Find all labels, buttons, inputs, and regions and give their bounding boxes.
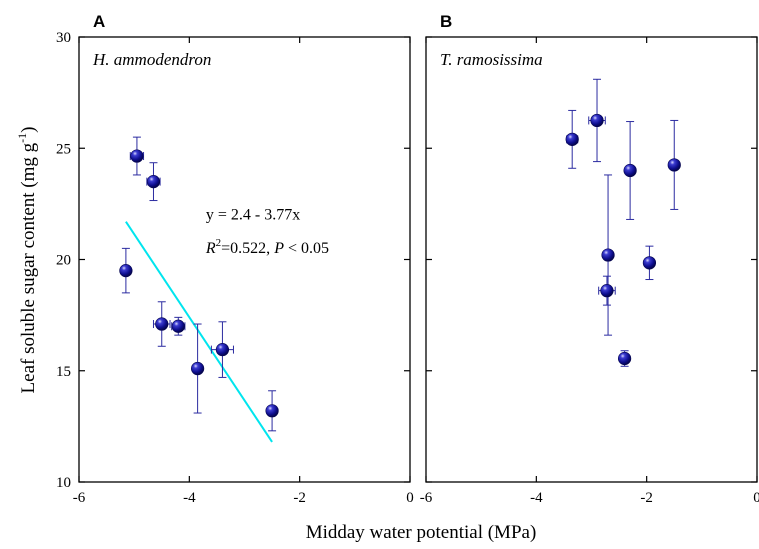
y-tick-label: 30	[56, 30, 71, 46]
marker	[565, 132, 579, 146]
plot-frame	[78, 36, 411, 483]
x-tick-label: 0	[406, 490, 414, 506]
marker	[642, 256, 657, 270]
plot-frame	[425, 36, 758, 483]
marker	[215, 343, 230, 357]
y-tick-label: 25	[56, 141, 71, 157]
y-axis-title-sup: -1	[15, 133, 29, 143]
marker	[265, 404, 279, 418]
marker	[155, 317, 169, 331]
data-point	[210, 321, 234, 378]
data-point	[129, 136, 145, 176]
panel-label: A	[93, 12, 105, 31]
data-point	[598, 275, 616, 306]
marker	[667, 158, 681, 172]
data-point	[119, 247, 133, 294]
data-point	[642, 245, 657, 281]
x-axis-title: Midday water potential (MPa)	[306, 522, 537, 543]
marker	[590, 113, 604, 128]
data-point	[617, 350, 632, 367]
species-name: T. ramosissima	[440, 50, 543, 69]
marker	[191, 361, 205, 376]
panel-b: -6 -4 -2 0 B T. ramosissima	[420, 12, 759, 506]
y-axis-title-close: )	[18, 127, 39, 133]
y-tick-label: 10	[56, 475, 71, 491]
fit-equation: y = 2.4 - 3.77x	[206, 206, 300, 223]
panel-label: B	[440, 12, 452, 31]
data-point	[265, 390, 279, 432]
r2-prefix: R	[205, 240, 216, 257]
species-name: H. ammodendron	[92, 50, 211, 69]
data-point	[146, 162, 161, 202]
marker	[601, 248, 615, 262]
data-point	[601, 174, 615, 336]
panel-a: -6 -4 -2 0 10 15 20 25 30 A H. ammodendron y = 2.4 …	[56, 12, 414, 506]
data-point	[171, 316, 186, 336]
r2-value: =0.522,	[221, 240, 274, 257]
data-point	[667, 119, 681, 210]
marker	[623, 163, 637, 178]
x-tick-label: -2	[640, 490, 653, 506]
x-tick-label: -6	[420, 490, 433, 506]
x-tick-label: -4	[183, 490, 196, 506]
y-axis-title-main: Leaf soluble sugar content (mg g	[18, 142, 39, 393]
y-tick-label: 15	[56, 364, 71, 380]
x-tick-label: -2	[293, 490, 306, 506]
marker	[130, 149, 144, 163]
data-point	[565, 109, 579, 169]
marker	[119, 264, 133, 278]
p-value: < 0.05	[284, 240, 329, 257]
p-label: P	[273, 240, 284, 257]
fit-statistics: R2=0.522, P < 0.05	[205, 237, 329, 257]
marker	[171, 319, 185, 333]
y-axis-title: Leaf soluble sugar content (mg g-1)	[15, 127, 39, 394]
marker	[617, 351, 632, 366]
marker	[146, 175, 161, 189]
data-point	[152, 301, 171, 347]
regression-line	[125, 221, 273, 443]
r2-sup: 2	[216, 237, 222, 249]
x-tick-label: -6	[73, 490, 86, 506]
marker	[600, 284, 614, 298]
data-point	[191, 323, 205, 414]
data-point	[588, 78, 606, 163]
x-tick-label: 0	[753, 490, 759, 506]
x-tick-label: -4	[530, 490, 543, 506]
data-point	[623, 121, 637, 220]
y-tick-label: 20	[56, 253, 71, 269]
